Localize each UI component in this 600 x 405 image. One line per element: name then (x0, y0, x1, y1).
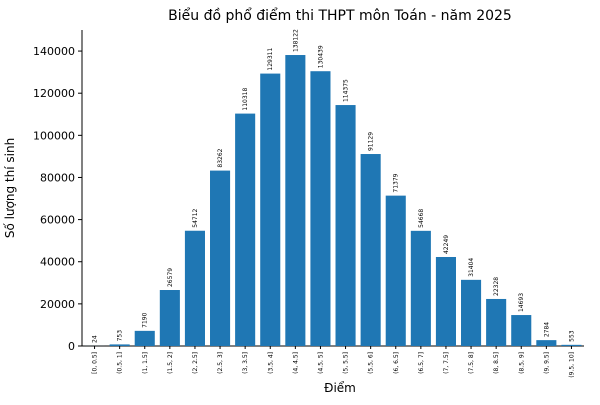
x-tick-label: (5, 5.5] (343, 352, 350, 374)
bars (85, 55, 582, 346)
bar-value-label: 31404 (468, 258, 475, 277)
bar-value-label: 14693 (518, 293, 525, 312)
x-axis-ticks: [0, 0.5] (0.5, 1] (1, 1.5] (1.5, 2] (2, 2.5]… (92, 346, 576, 378)
x-tick-label: (0.5, 1] (117, 352, 124, 374)
y-tick-label: 0 (68, 340, 75, 353)
x-axis-label: Điểm (324, 381, 356, 395)
bar (511, 315, 531, 346)
x-tick-label: [0, 0.5] (92, 352, 99, 374)
x-tick-label: (7.5, 8] (468, 352, 475, 374)
x-tick-label: (4, 4.5] (292, 352, 299, 374)
y-tick-label: 100000 (33, 129, 75, 142)
bar-value-label: 110318 (242, 88, 249, 111)
x-tick-label: (6, 6.5] (393, 352, 400, 374)
bar-value-label: 7190 (142, 312, 149, 327)
bar-value-label: 26579 (167, 268, 174, 287)
bar (461, 280, 481, 346)
chart-title: Biểu đồ phổ điểm thi THPT môn Toán - năm… (168, 7, 512, 24)
bar-value-label: 138122 (292, 29, 299, 52)
y-axis-ticks: 0 20000 40000 60000 80000 100000 120000 140000 (33, 45, 82, 353)
x-tick-label: (6.5, 7] (418, 352, 425, 374)
x-tick-label: (8, 8.5] (493, 352, 500, 374)
bar-value-label: 24 (92, 335, 99, 343)
x-tick-label: (7, 7.5] (443, 352, 450, 374)
bar (486, 299, 506, 346)
bar (361, 154, 381, 346)
bar (561, 345, 581, 346)
y-tick-label: 120000 (33, 87, 75, 100)
x-tick-label: (2, 2.5] (192, 352, 199, 374)
bar (185, 231, 205, 346)
bar (135, 331, 155, 346)
bar (285, 55, 305, 346)
bar-value-label: 54668 (418, 209, 425, 228)
bar (536, 340, 556, 346)
bar-value-label: 71379 (393, 173, 400, 192)
bar-value-label: 129311 (267, 47, 274, 70)
bar-value-label: 54712 (192, 208, 199, 227)
x-tick-label: (3.5, 4] (267, 352, 274, 374)
bar (235, 114, 255, 346)
y-tick-label: 80000 (40, 171, 75, 184)
bar-value-label: 753 (117, 330, 124, 342)
bar-value-label: 2784 (543, 322, 550, 337)
bar-value-label: 114375 (343, 79, 350, 102)
bar (411, 231, 431, 346)
bar (336, 105, 356, 346)
bar (260, 74, 280, 346)
y-axis-label: Số lượng thí sinh (3, 138, 17, 238)
x-tick-label: (4.5, 5] (317, 352, 324, 374)
bar (386, 196, 406, 346)
bar (436, 257, 456, 346)
x-tick-label: (9, 9.5] (543, 352, 550, 374)
y-tick-label: 40000 (40, 256, 75, 269)
bar-value-label: 130439 (317, 45, 324, 68)
bar-value-label: 22328 (493, 277, 500, 296)
x-tick-label: (5.5, 6] (368, 352, 375, 374)
y-tick-label: 140000 (33, 45, 75, 58)
bar (110, 344, 130, 346)
x-tick-label: (1, 1.5] (142, 352, 149, 374)
bar-value-label: 83262 (217, 148, 224, 167)
bar-value-label: 91129 (368, 132, 375, 151)
x-tick-label: (2.5, 3] (217, 352, 224, 374)
bar (210, 171, 230, 346)
bar-value-label: 553 (568, 330, 575, 342)
bar (160, 290, 180, 346)
x-tick-label: (9.5, 10] (568, 352, 575, 378)
bar-value-label: 42249 (443, 235, 450, 254)
y-tick-label: 20000 (40, 298, 75, 311)
y-tick-label: 60000 (40, 214, 75, 227)
bar (310, 71, 330, 346)
x-tick-label: (3, 3.5] (242, 352, 249, 374)
x-tick-label: (1.5, 2] (167, 352, 174, 374)
x-tick-label: (8.5, 9] (518, 352, 525, 374)
